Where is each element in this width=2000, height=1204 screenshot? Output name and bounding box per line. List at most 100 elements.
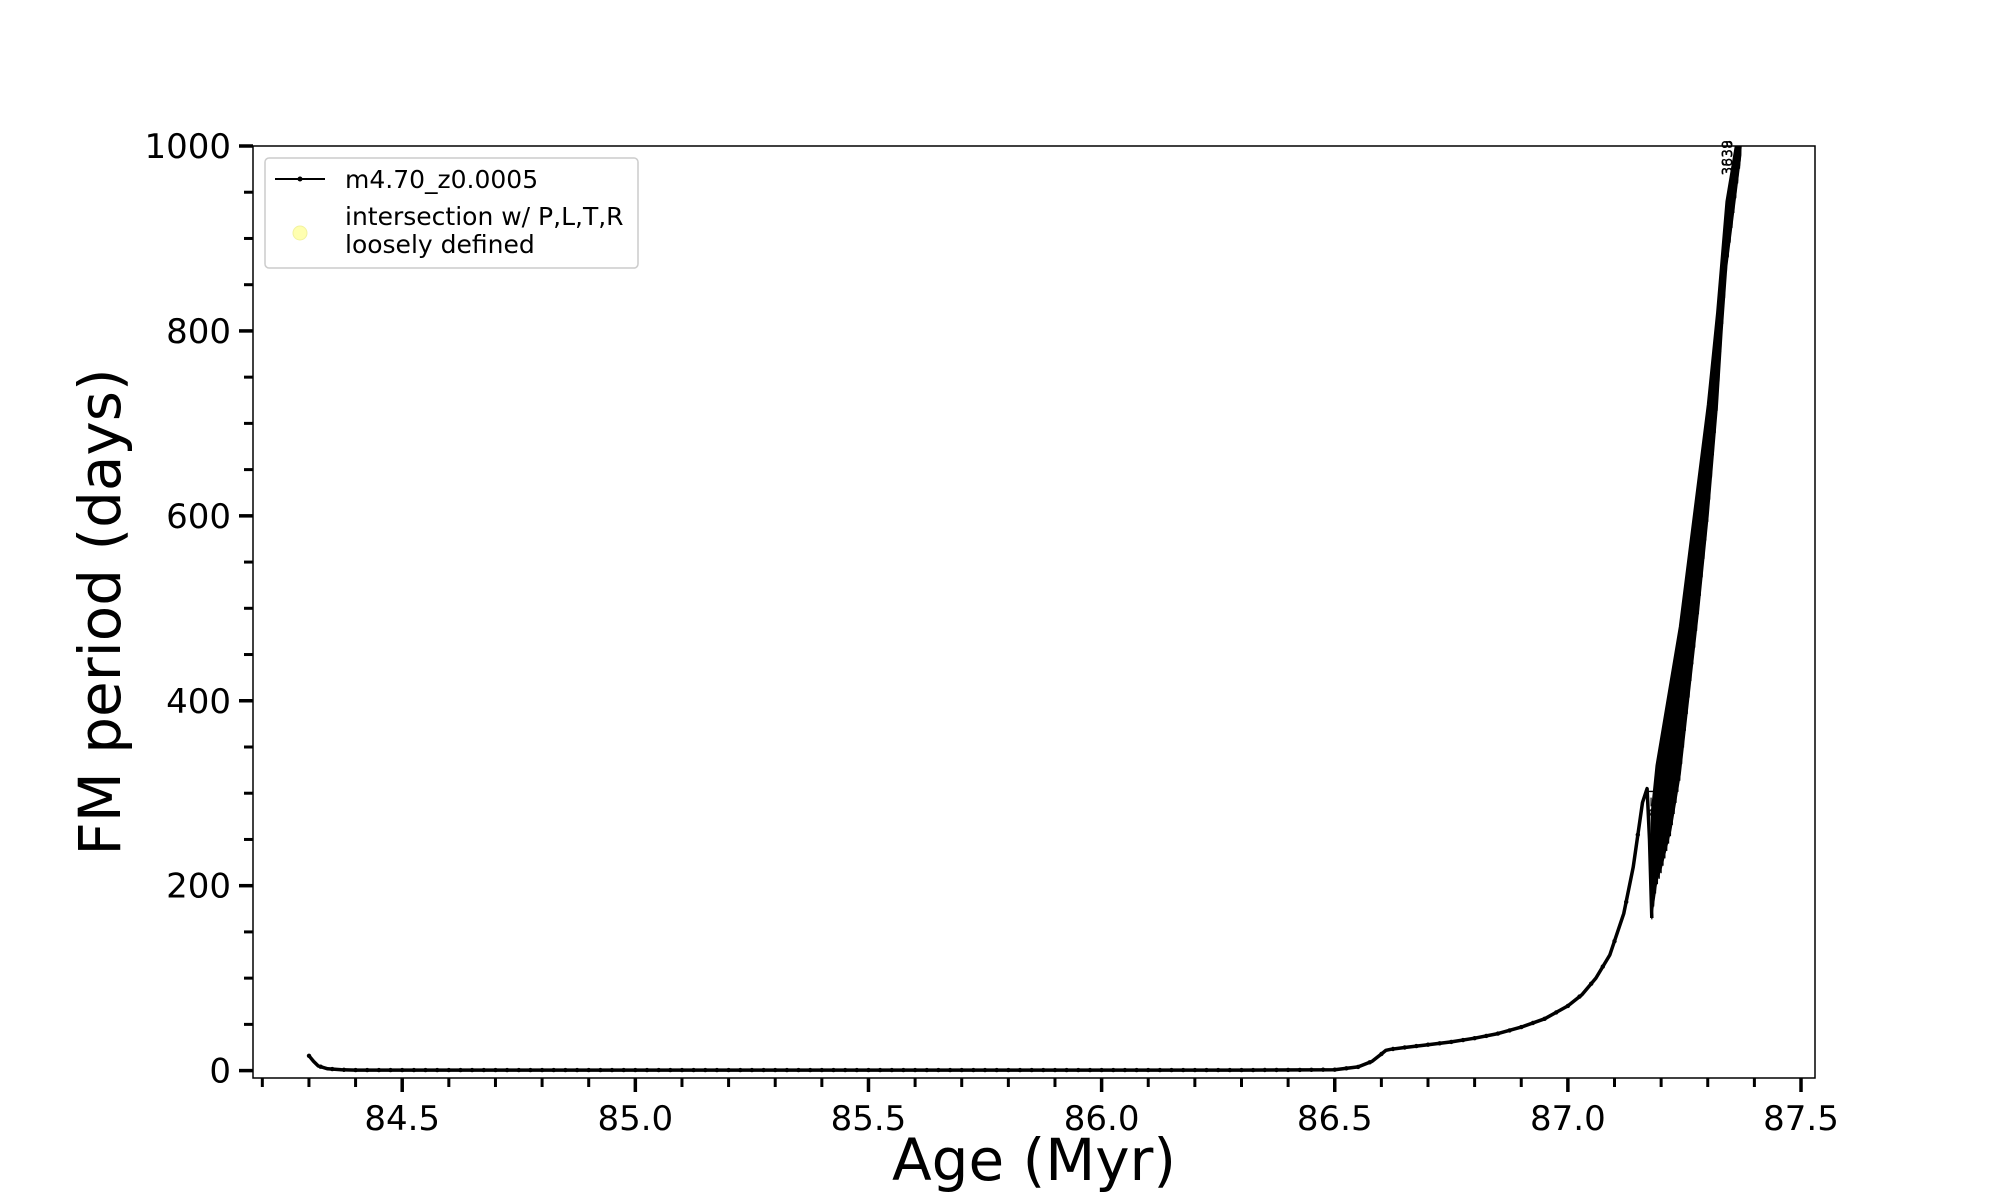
series-point <box>1507 1028 1512 1033</box>
series-point <box>446 1067 451 1073</box>
series-point <box>889 1067 894 1073</box>
y-tick-label: 200 <box>166 867 231 907</box>
series-point <box>411 1067 417 1073</box>
series-point <box>1402 1045 1407 1050</box>
series-point <box>971 1067 976 1073</box>
series-point <box>843 1067 848 1073</box>
pulse-strand <box>1671 667 1675 826</box>
series-point <box>912 1067 918 1073</box>
series-point <box>784 1067 790 1073</box>
y-tick-label: 1000 <box>144 127 231 167</box>
pulse-strand <box>1662 722 1666 866</box>
pulse-strand <box>1699 460 1703 596</box>
series-point <box>1297 1067 1303 1073</box>
series-point <box>481 1067 486 1073</box>
series-point <box>1064 1067 1069 1073</box>
series-point <box>621 1067 626 1073</box>
pulse-strand <box>1722 241 1726 324</box>
pulse-strand <box>1686 563 1690 715</box>
series-point <box>1425 1042 1431 1047</box>
pulse-strand <box>1701 445 1705 578</box>
y-tick-label: 800 <box>166 312 231 352</box>
series-point <box>330 1066 335 1072</box>
series-point <box>1146 1067 1151 1073</box>
x-tick-label: 85.0 <box>597 1099 673 1139</box>
pulse-strand <box>1703 430 1707 559</box>
series-point <box>1635 832 1641 837</box>
pulse-strand <box>1727 186 1731 258</box>
pulse-strand <box>1692 519 1696 665</box>
pulse-strand <box>1658 744 1662 879</box>
series-point <box>341 1067 347 1073</box>
pulse-strand <box>1725 197 1730 273</box>
pulse-strand <box>1695 489 1700 631</box>
series-point <box>493 1067 498 1073</box>
x-tick-label: 87.5 <box>1763 1099 1839 1139</box>
series-point <box>714 1067 720 1073</box>
series-point <box>982 1067 988 1073</box>
series-point <box>435 1067 440 1073</box>
x-tick-label: 86.0 <box>1064 1099 1140 1139</box>
pulse-strand <box>1660 733 1664 874</box>
series-point <box>1122 1067 1128 1073</box>
series-point <box>749 1067 755 1073</box>
pulse-strand <box>1718 286 1722 382</box>
series-point <box>1320 1067 1326 1072</box>
pulse-oscillation-strands <box>1651 146 1742 920</box>
series-point <box>1460 1037 1466 1043</box>
series-point <box>365 1067 370 1073</box>
pulse-strand <box>1675 644 1679 803</box>
series-point <box>796 1067 801 1073</box>
series-point <box>1285 1067 1291 1073</box>
series-point <box>1204 1067 1209 1073</box>
series-point <box>1111 1067 1116 1073</box>
pulse-strand <box>1707 400 1711 522</box>
x-tick-label: 84.5 <box>364 1099 440 1139</box>
pulse-strand <box>1684 578 1688 731</box>
series-point <box>1484 1033 1489 1039</box>
series-point <box>318 1064 323 1069</box>
pulse-strand <box>1653 789 1657 907</box>
pulse-strand <box>1697 474 1702 615</box>
series-point <box>1565 1003 1571 1009</box>
series-point <box>1390 1046 1396 1052</box>
legend-frame <box>264 157 639 269</box>
pulse-strand <box>1656 755 1661 885</box>
pulse-strand <box>1694 504 1698 648</box>
series-point <box>1589 981 1594 986</box>
series-point <box>376 1067 382 1073</box>
x-axis-label: Age (Myr) <box>892 1126 1176 1194</box>
series-point <box>1530 1020 1536 1026</box>
annotation-label: 3839 <box>1720 140 1736 176</box>
series-point <box>1181 1067 1186 1073</box>
series-point <box>1344 1066 1349 1071</box>
pulse-strand <box>1731 164 1735 228</box>
series-point <box>994 1067 999 1073</box>
series-point <box>1239 1067 1244 1073</box>
pulse-strand <box>1679 622 1683 781</box>
series-point <box>1099 1067 1104 1073</box>
series-point <box>1216 1067 1221 1073</box>
series-point <box>539 1067 545 1073</box>
pulse-strand <box>1716 308 1720 411</box>
legend-series-label: m4.70_z0.0005 <box>345 165 538 194</box>
series-point <box>1472 1036 1477 1041</box>
x-tick-label: 87.0 <box>1530 1099 1606 1139</box>
series-point <box>563 1067 568 1073</box>
series-point <box>959 1067 964 1073</box>
pulse-strand <box>1705 415 1709 541</box>
plot-data <box>306 146 1742 1073</box>
legend-intersection-label: intersection w/ P,L,T,R loosely defined <box>345 202 624 259</box>
pulse-strand <box>1666 700 1670 852</box>
series-point <box>901 1067 906 1073</box>
series-point <box>1006 1067 1011 1073</box>
series-point <box>1157 1067 1163 1073</box>
pulse-strand <box>1651 807 1655 920</box>
y-tick-label: 0 <box>209 1052 231 1092</box>
series-point <box>1274 1067 1279 1073</box>
pulse-strand <box>1667 689 1672 844</box>
